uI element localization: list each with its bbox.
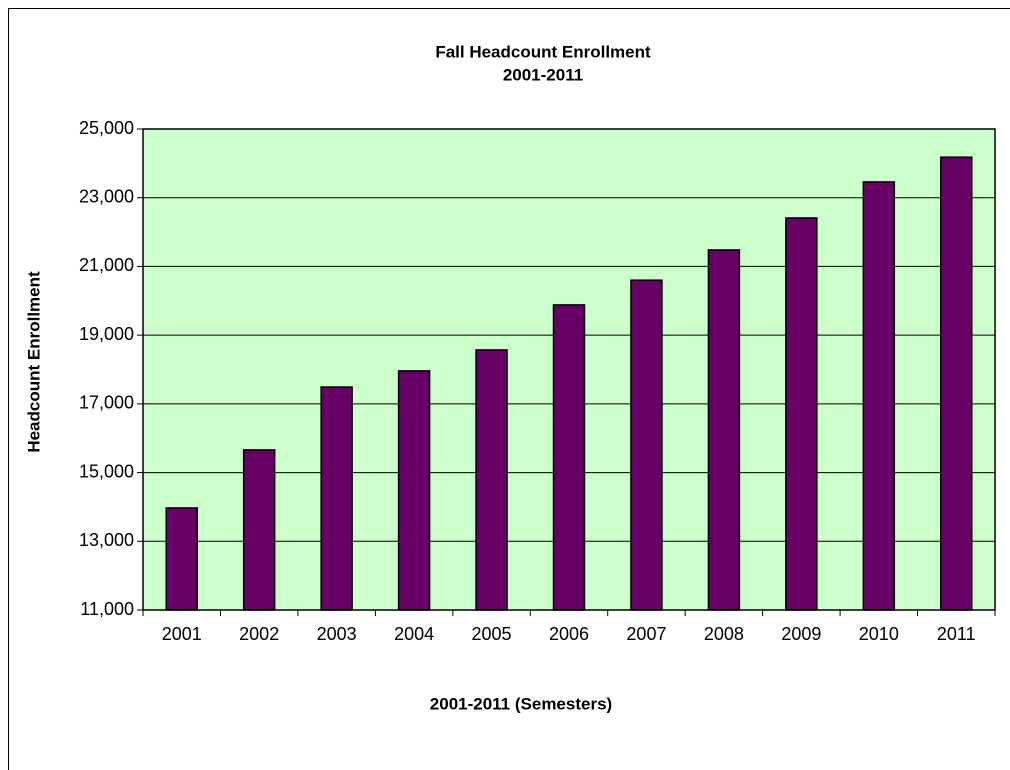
- x-tick-label: 2009: [781, 624, 821, 644]
- y-tick-label: 15,000: [79, 461, 134, 481]
- y-tick-label: 19,000: [79, 324, 134, 344]
- x-axis-label: 2001-2011 (Semesters): [430, 694, 612, 713]
- bar: [785, 217, 818, 611]
- bar: [707, 249, 741, 611]
- x-tick-label: 2001: [162, 624, 202, 644]
- x-tick-label: 2008: [704, 624, 744, 644]
- x-tick-label: 2010: [859, 624, 899, 644]
- x-tick-label: 2002: [239, 624, 279, 644]
- bar: [552, 304, 586, 611]
- y-tick-label: 23,000: [79, 186, 134, 206]
- y-tick-label: 11,000: [80, 599, 134, 619]
- chart-title: Fall Headcount Enrollment: [435, 42, 651, 61]
- y-tick-label: 21,000: [79, 255, 134, 275]
- bar: [397, 370, 431, 611]
- y-tick-label: 25,000: [79, 118, 134, 138]
- bar: [940, 156, 973, 611]
- y-axis-label: Headcount Enrollment: [24, 271, 43, 453]
- bar: [165, 507, 198, 611]
- x-tick-label: 2004: [394, 624, 434, 644]
- bar: [862, 181, 896, 611]
- bar: [630, 279, 663, 611]
- plot-border: [142, 128, 996, 611]
- bar: [242, 449, 276, 611]
- y-tick-label: 13,000: [79, 530, 134, 550]
- x-tick-label: 2006: [549, 624, 589, 644]
- bar: [475, 349, 508, 611]
- bar: [320, 386, 353, 611]
- x-tick-label: 2003: [317, 624, 357, 644]
- x-tick-label: 2011: [937, 624, 976, 644]
- x-tick-label: 2005: [472, 624, 512, 644]
- y-tick-label: 17,000: [79, 393, 134, 413]
- x-tick-label: 2007: [626, 624, 666, 644]
- chart-subtitle: 2001-2011: [503, 65, 583, 84]
